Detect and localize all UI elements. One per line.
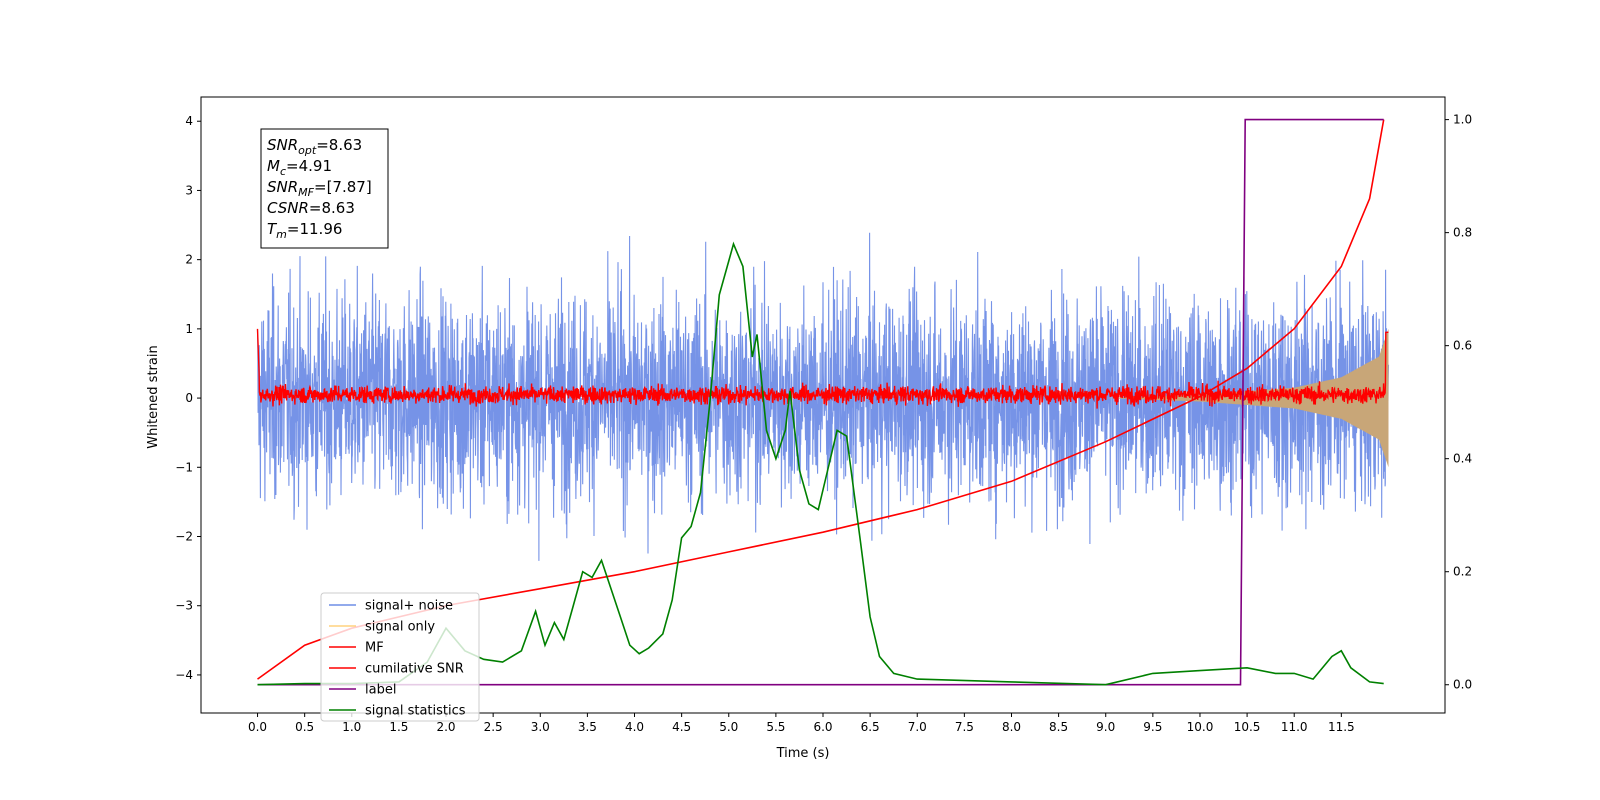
axes: 0.0 0.5 1.0 1.5 2.0 2.5 3.0 3.5 4.0 4.5 5.0 5.5 6.0 6… (175, 96, 1472, 734)
x-tick-label: 5.0 (719, 720, 738, 734)
x-tick-label: 4.0 (625, 720, 644, 734)
series-signal-noise (256, 232, 1390, 561)
x-tick-label: 0.5 (295, 720, 314, 734)
y2-tick-label: 0.6 (1453, 339, 1472, 353)
legend-label: MF (365, 641, 384, 656)
x-tick-label: 11.5 (1328, 720, 1355, 734)
x-axis-label: Time (s) (776, 746, 830, 761)
legend-label: cumilative SNR (365, 662, 464, 677)
x-tick-label: 6.5 (861, 720, 880, 734)
series-signal-statistics (257, 241, 1384, 686)
annotation-line: SNRopt=8.63 (267, 136, 362, 157)
x-tick-label: 0.0 (248, 720, 267, 734)
annotation-frame (260, 128, 389, 249)
annotation-line: CSNR=8.63 (267, 199, 355, 217)
x-tick-label: 3.5 (578, 720, 597, 734)
x-tick-label: 2.0 (436, 720, 455, 734)
x-tick-label: 7.5 (955, 720, 974, 734)
x-tick-label: 8.5 (1049, 720, 1068, 734)
legend-label: label (365, 683, 396, 698)
y-tick-label: 0 (185, 391, 193, 405)
series-mf (256, 328, 1389, 409)
x-tick-label: 10.5 (1234, 720, 1261, 734)
x-tick-label: 11.0 (1281, 720, 1308, 734)
x-tick-label: 3.0 (531, 720, 550, 734)
y2-tick-label: 1.0 (1453, 113, 1472, 127)
y-tick-label: −2 (175, 530, 193, 544)
x-tick-label: 10.0 (1187, 720, 1214, 734)
x-tick-label: 1.5 (389, 720, 408, 734)
x-tick-label: 7.0 (908, 720, 927, 734)
y2-tick-label: 0.0 (1453, 678, 1472, 692)
y-tick-label: −3 (175, 599, 193, 613)
y2-tick-label: 0.8 (1453, 226, 1472, 240)
y-tick-label: 3 (185, 183, 193, 197)
y-tick-label: 1 (185, 322, 193, 336)
x-tick-label: 2.5 (484, 720, 503, 734)
legend-label: signal+ noise (365, 599, 453, 614)
y-axis-label: Whitened strain (146, 345, 161, 448)
x-tick-label: 5.5 (766, 720, 785, 734)
legend-label: signal only (365, 620, 435, 635)
series-label (257, 118, 1384, 686)
y-tick-label: 2 (185, 253, 193, 267)
x-tick-label: 4.5 (672, 720, 691, 734)
x-tick-label: 9.0 (1096, 720, 1115, 734)
legend: signal+ noise signal only MF cumilative SNR… (320, 592, 480, 722)
x-tick-label: 9.5 (1143, 720, 1162, 734)
y-tick-label: −1 (175, 460, 193, 474)
annotation-line: Tm=11.96 (267, 220, 342, 241)
legend-frame (320, 592, 480, 722)
y-tick-label: 4 (185, 114, 193, 128)
y2-tick-label: 0.2 (1453, 565, 1472, 579)
annotation-line: SNRMF=[7.87] (267, 178, 372, 199)
y2-tick-label: 0.4 (1453, 452, 1472, 466)
y-tick-label: −4 (175, 668, 193, 682)
legend-label: signal statistics (365, 704, 466, 719)
x-tick-label: 1.0 (342, 720, 361, 734)
x-tick-label: 6.0 (813, 720, 832, 734)
annotation-line: Mc=4.91 (267, 157, 332, 178)
x-tick-label: 8.0 (1002, 720, 1021, 734)
series-signal-only (1105, 328, 1389, 468)
